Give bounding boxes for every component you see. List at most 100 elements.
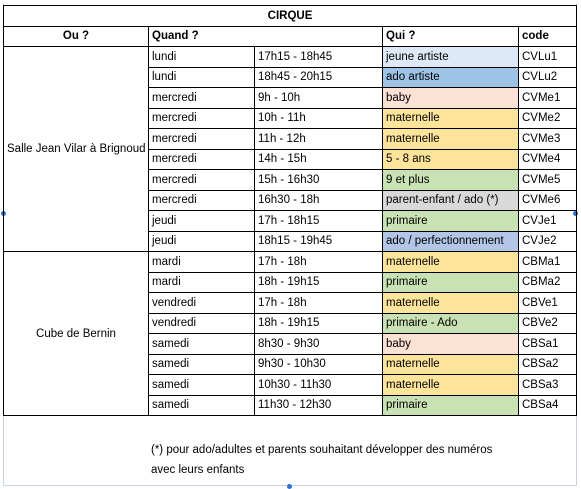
table-row: samedi 8h30 - 9h30 baby CBSa1 [4,333,578,355]
day-cell: vendredi [148,292,255,314]
who-cell: 5 - 8 ans [382,149,519,170]
day-cell: samedi [148,374,255,396]
table-row: mercredi 9h - 10h baby CVMe1 [4,87,578,109]
time-cell: 18h - 19h15 [254,272,383,293]
time-cell: 18h45 - 20h15 [254,67,383,88]
who-cell: 9 et plus [382,169,519,191]
day-cell: lundi [148,67,255,88]
table-row: Salle Jean Vilar à Brignoud lundi 17h15 - … [3,46,578,252]
who-cell: maternelle [382,354,519,375]
code-cell: CVLu1 [518,46,578,68]
who-cell: maternelle [382,374,519,396]
who-cell: ado artiste [382,67,519,88]
footnote-line-1: (*) pour ado/adultes et parents souhaita… [151,444,493,456]
code-cell: CBSa4 [518,395,578,416]
code-cell: CVMe5 [518,169,578,191]
table-row: vendredi 17h - 18h maternelle CBVe1 [4,292,578,314]
time-cell: 16h30 - 18h [254,190,383,211]
header-who: Qui ? [382,26,519,47]
code-cell: CVMe2 [518,108,578,129]
time-cell: 11h30 - 12h30 [254,395,383,416]
who-cell: jeune artiste [382,46,519,68]
who-cell: primaire [382,210,519,232]
code-cell: CBMa2 [518,272,578,293]
day-cell: mardi [148,272,255,293]
who-cell: parent-enfant / ado (*) [382,190,519,211]
table-row: samedi 10h30 - 11h30 maternelle CBSa3 [4,374,578,396]
day-cell: mercredi [148,190,255,211]
time-cell: 18h - 19h15 [254,313,383,334]
day-cell: samedi [148,354,255,375]
time-cell: 9h - 10h [254,87,383,109]
table-row: mardi 18h - 19h15 primaire CBMa2 [4,272,578,293]
table-row: mercredi 16h30 - 18h parent-enfant / ado (… [4,190,578,211]
code-cell: CVMe4 [518,149,578,170]
time-cell: 17h - 18h [254,251,383,273]
place-cell: Salle Jean Vilar à Brignoud [3,46,149,252]
table-row: jeudi 17h - 18h15 primaire CVJe1 [4,210,578,232]
table-row: vendredi 18h - 19h15 primaire - Ado CBVe2 [4,313,578,334]
header-when: Quand ? [148,26,383,47]
schedule-table: CIRQUE Ou ? Quand ? Qui ? code Salle Jea… [2,5,578,416]
code-cell: CBSa1 [518,333,578,355]
time-cell: 17h - 18h15 [254,210,383,232]
time-cell: 14h - 15h [254,149,383,170]
table-row: samedi 11h30 - 12h30 primaire CBSa4 [4,395,578,416]
header-row: Ou ? Quand ? Qui ? code [3,26,578,47]
who-cell: primaire - Ado [382,313,519,334]
title-row: CIRQUE [2,5,578,27]
who-cell: primaire [382,272,519,293]
time-cell: 18h15 - 19h45 [254,231,383,252]
code-cell: CVMe6 [518,190,578,211]
table-row: Cube de Bernin mardi 17h - 18h maternelle CB… [3,251,578,416]
time-cell: 17h15 - 18h45 [254,46,383,68]
code-cell: CVJe2 [518,231,578,252]
time-cell: 8h30 - 9h30 [254,333,383,355]
code-cell: CVMe3 [518,128,578,150]
footnote-line-2: avec leurs enfants [151,464,245,476]
header-code: code [518,26,578,47]
place-cell: Cube de Bernin [3,251,149,416]
footnote: (*) pour ado/adultes et parents souhaita… [151,440,571,480]
table-row: jeudi 18h15 - 19h45 ado / perfectionnement… [4,231,578,252]
day-cell: jeudi [148,210,255,232]
code-cell: CBMa1 [518,251,578,273]
day-cell: mercredi [148,128,255,150]
who-cell: primaire [382,395,519,416]
day-cell: mercredi [148,149,255,170]
code-cell: CBVe2 [518,313,578,334]
table-row: lundi 18h45 - 20h15 ado artiste CVLu2 [4,67,578,88]
day-cell: mercredi [148,87,255,109]
who-cell: maternelle [382,251,519,273]
who-cell: maternelle [382,128,519,150]
table-row: samedi 9h30 - 10h30 maternelle CBSa2 [4,354,578,375]
code-cell: CBSa3 [518,374,578,396]
table-row: mercredi 14h - 15h 5 - 8 ans CVMe4 [4,149,578,170]
code-cell: CBSa2 [518,354,578,375]
header-where: Ou ? [3,26,149,47]
day-cell: vendredi [148,313,255,334]
who-cell: baby [382,87,519,109]
day-cell: samedi [148,395,255,416]
code-cell: CVJe1 [518,210,578,232]
time-cell: 17h - 18h [254,292,383,314]
table-title: CIRQUE [2,5,578,27]
time-cell: 10h30 - 11h30 [254,374,383,396]
day-cell: samedi [148,333,255,355]
day-cell: mercredi [148,108,255,129]
code-cell: CVLu2 [518,67,578,88]
who-cell: ado / perfectionnement [382,231,519,252]
code-cell: CVMe1 [518,87,578,109]
resize-handle-bottom[interactable] [287,484,292,489]
time-cell: 9h30 - 10h30 [254,354,383,375]
table-row: mercredi 11h - 12h maternelle CVMe3 [4,128,578,150]
day-cell: lundi [148,46,255,68]
day-cell: jeudi [148,231,255,252]
table-row: mercredi 10h - 11h maternelle CVMe2 [4,108,578,129]
time-cell: 15h - 16h30 [254,169,383,191]
day-cell: mercredi [148,169,255,191]
code-cell: CBVe1 [518,292,578,314]
who-cell: baby [382,333,519,355]
table-row: mercredi 15h - 16h30 9 et plus CVMe5 [4,169,578,191]
who-cell: maternelle [382,292,519,314]
